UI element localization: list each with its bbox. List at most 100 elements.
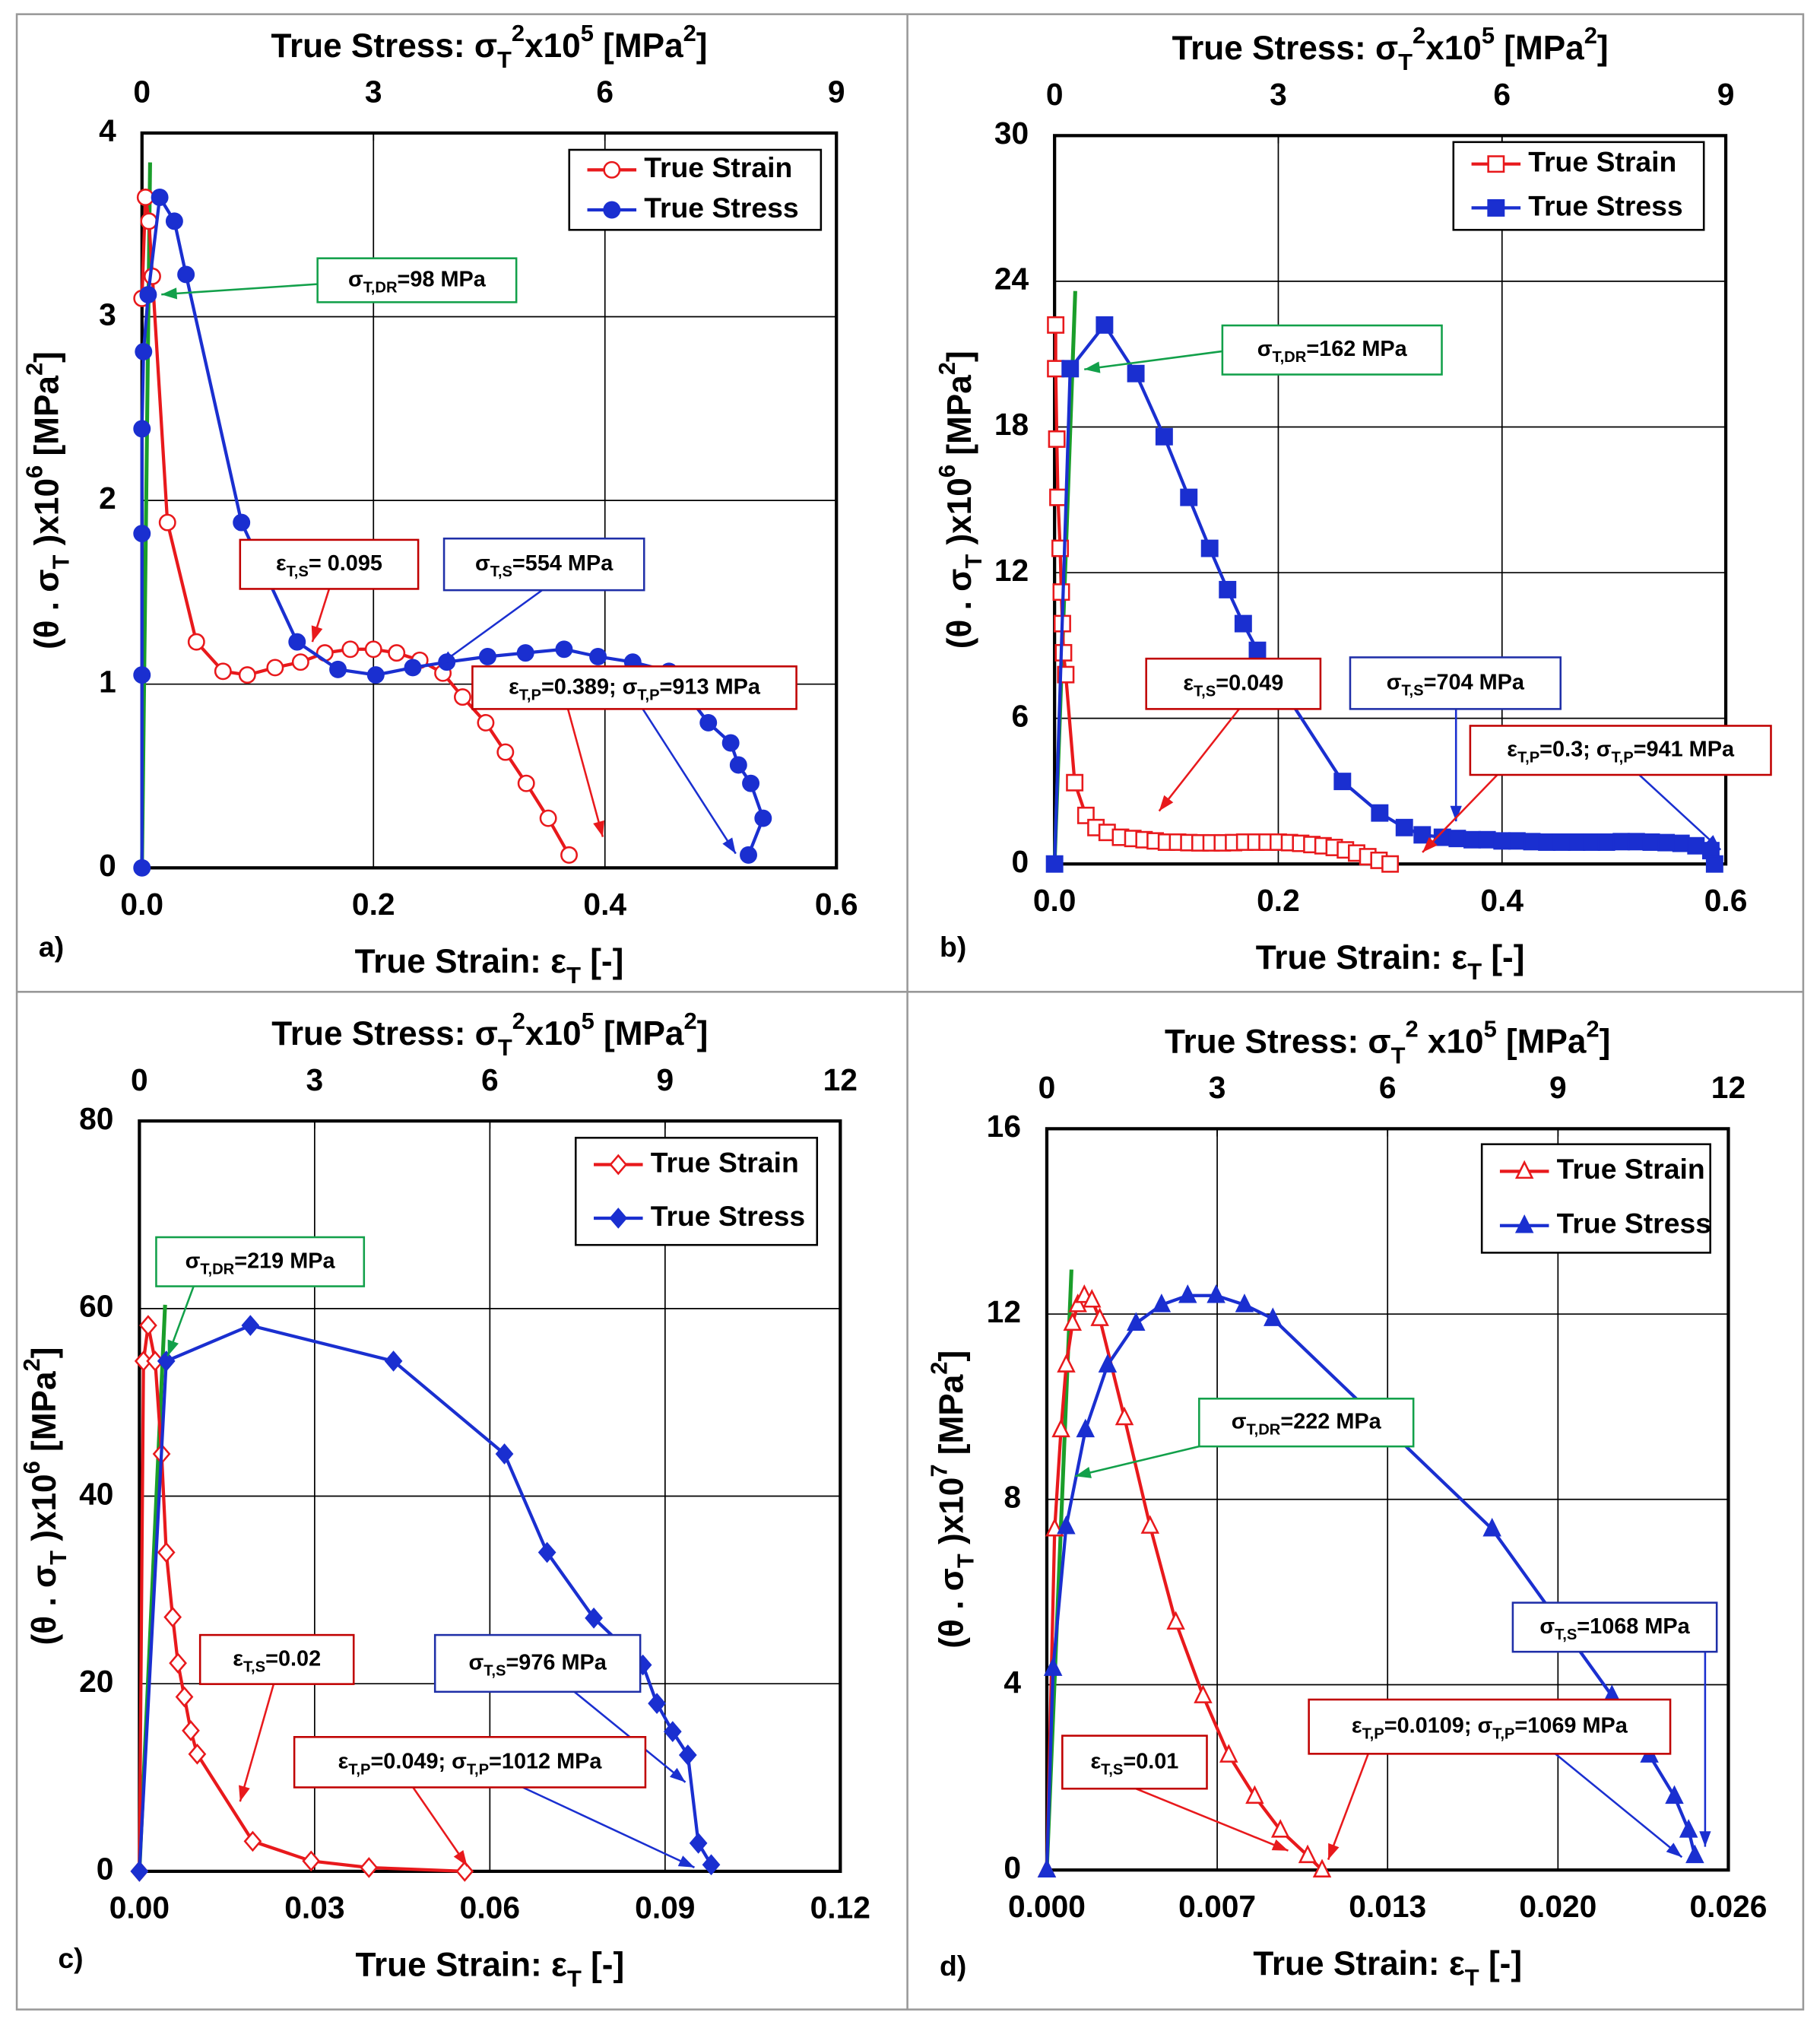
legend-label: True Strain: [1528, 146, 1676, 178]
text-part: T,S: [484, 1663, 506, 1680]
marker: [609, 1154, 628, 1176]
annotation-arrow: [1422, 774, 1498, 853]
marker: [1482, 1518, 1501, 1537]
x-tick-label: 0.6: [815, 887, 858, 922]
text-part: σ: [469, 1650, 484, 1674]
marker: [188, 1743, 207, 1765]
text-part: T,S: [1401, 683, 1423, 700]
annotation-arrow: [522, 1786, 695, 1868]
text-part: [-]: [1482, 939, 1524, 976]
marker: [157, 1351, 176, 1372]
text-part: 2: [1584, 22, 1597, 49]
text-part: ε: [1352, 1713, 1362, 1738]
text-part: 2: [683, 1008, 696, 1034]
marker: [1487, 155, 1505, 173]
text-part: σ: [185, 1249, 201, 1273]
text-part: =0.02: [265, 1646, 321, 1671]
text-part: 7: [925, 1464, 952, 1477]
legend-label: True Strain: [644, 151, 792, 183]
text-part: T,DR: [200, 1262, 234, 1278]
y-tick-label: 0: [1012, 844, 1029, 879]
marker: [1523, 833, 1541, 851]
chart-title: True Stress: σT2x105 [MPa2]: [1172, 22, 1609, 75]
annotation-box: [1198, 1398, 1415, 1448]
marker: [243, 1830, 262, 1852]
text-part: 2: [1413, 22, 1425, 49]
marker: [1054, 643, 1073, 662]
marker: [663, 1721, 682, 1742]
text-part: 2: [934, 362, 960, 375]
marker: [729, 756, 747, 774]
text-part: ε: [276, 551, 287, 576]
panel-label: a): [39, 931, 64, 963]
x2-tick-label: 6: [1379, 1070, 1397, 1105]
marker: [404, 659, 422, 677]
text-part: True Strain: ε: [355, 943, 566, 980]
marker: [517, 774, 535, 792]
annotation-arrow: [1135, 1788, 1289, 1852]
annotation-box: [1511, 1601, 1718, 1653]
text-part: T: [1467, 958, 1482, 985]
marker: [539, 809, 557, 827]
annotation-text: σT,S=976 MPa: [469, 1650, 607, 1680]
text-part: σ: [1232, 1409, 1247, 1433]
chart-title: True Stress: σT2x105 [MPa2]: [271, 19, 707, 72]
arrow-head: [311, 625, 323, 643]
marker: [1705, 855, 1723, 873]
arrow-head: [453, 1849, 468, 1867]
marker: [1487, 198, 1505, 217]
x-tick-label: 0.0: [1033, 883, 1076, 918]
marker: [302, 1850, 321, 1872]
marker: [1627, 833, 1645, 851]
text-part: 5: [582, 1008, 595, 1034]
annotation-box: [293, 1735, 647, 1789]
text-part: T: [45, 1550, 71, 1565]
y-axis-label: (θ . σT )x106 [MPa2]: [18, 1347, 71, 1646]
marker: [214, 662, 232, 681]
marker: [1448, 830, 1466, 848]
marker: [721, 734, 740, 752]
x2-tick-label: 3: [1270, 77, 1287, 112]
text-part: T,S: [1555, 1627, 1577, 1643]
arrow-head: [1328, 1842, 1340, 1860]
marker: [288, 633, 306, 651]
x-tick-label: 0.09: [635, 1890, 695, 1925]
text-part: ]: [933, 1351, 970, 1362]
text-part: True Strain: ε: [355, 1946, 566, 1983]
text-part: 6: [934, 465, 960, 478]
marker: [266, 659, 284, 677]
marker: [603, 160, 621, 179]
x-tick-label: 0.4: [1480, 883, 1524, 918]
annotation-box: [1145, 657, 1322, 710]
marker: [560, 846, 579, 864]
marker: [1047, 316, 1065, 334]
y-tick-label: 2: [99, 481, 116, 516]
annotation-text: εT,P=0.049; σT,P=1012 MPa: [338, 1749, 603, 1779]
arrow-head: [1705, 835, 1721, 850]
text-part: 5: [1484, 1015, 1497, 1042]
y-tick-label: 0: [97, 1852, 114, 1887]
text-part: )x10: [28, 478, 65, 555]
text-part: 6: [21, 465, 47, 478]
legend-label: True Strain: [1557, 1153, 1705, 1185]
text-part: =554 MPa: [512, 551, 614, 576]
text-part: x10: [1425, 30, 1482, 67]
annotation-text: εT,S=0.02: [233, 1646, 321, 1676]
marker: [291, 653, 309, 671]
x-tick-label: 0.020: [1519, 1889, 1596, 1924]
plot-frame: [1045, 1127, 1730, 1872]
y-tick-label: 20: [79, 1664, 113, 1699]
marker: [1508, 832, 1526, 850]
marker: [689, 1833, 708, 1854]
arrow-head: [1084, 361, 1101, 373]
marker: [455, 1861, 474, 1882]
text-part: )x10: [26, 1474, 63, 1550]
annotation-arrow: [1075, 1445, 1200, 1477]
text-part: T,S: [1194, 684, 1216, 700]
annotation-arrow: [412, 1786, 468, 1867]
text-part: =0.0109; σ: [1384, 1713, 1493, 1738]
text-part: True Stress: σ: [1172, 30, 1399, 67]
arrow-head: [677, 1855, 695, 1868]
annotation-arrow: [1158, 708, 1240, 812]
text-part: = 0.095: [309, 551, 382, 576]
